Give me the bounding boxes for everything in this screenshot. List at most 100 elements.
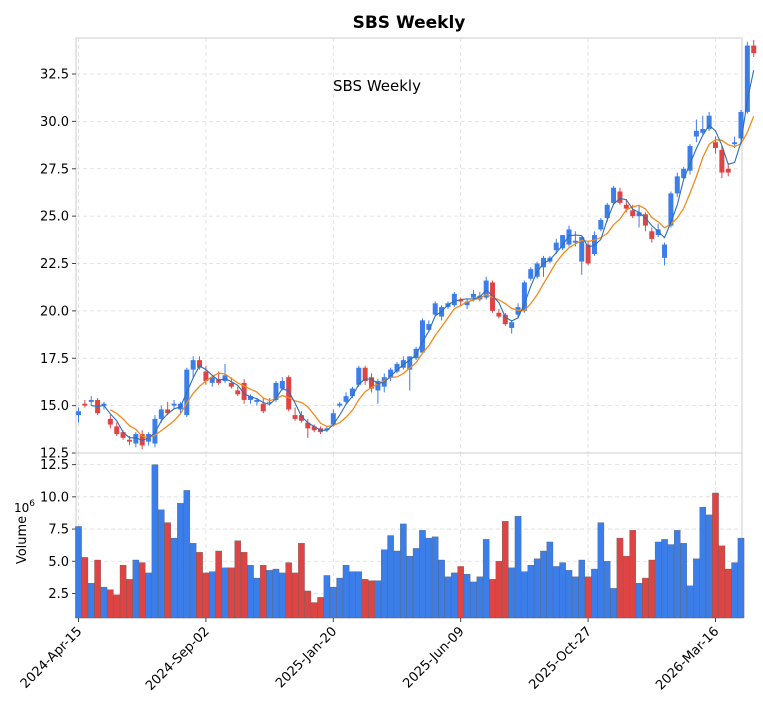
candle-body	[107, 418, 113, 425]
volume-bar	[699, 506, 707, 619]
x-tick-label: 2025-Jun-09	[400, 624, 467, 691]
candle-body	[356, 367, 362, 385]
candle-body	[343, 396, 349, 402]
candle-body	[82, 403, 88, 406]
volume-bar	[508, 567, 515, 619]
price-y-tick-label: 32.5	[40, 68, 69, 83]
x-tick-label: 2026-Mar-16	[653, 624, 722, 693]
volume-bar	[336, 577, 343, 619]
candle-body	[216, 379, 222, 383]
candle-body	[617, 191, 623, 203]
candle-body	[190, 360, 196, 370]
volume-y-axis: 2.5 5.0 7.5 10.0 12.5	[40, 458, 76, 602]
volume-bar	[298, 543, 305, 619]
volume-bar	[132, 559, 140, 619]
price-y-tick-label: 25.0	[40, 210, 69, 225]
candle-body	[171, 403, 177, 406]
volume-bar	[330, 586, 337, 619]
volume-bar	[712, 492, 719, 619]
candle-body	[572, 240, 578, 243]
price-y-tick-label: 30.0	[40, 115, 69, 130]
candle-body	[744, 45, 750, 112]
candle-body	[101, 403, 107, 406]
volume-bar	[674, 530, 681, 619]
candle-body	[636, 212, 642, 217]
candle-body	[655, 229, 661, 236]
price-y-tick-label: 12.5	[40, 447, 69, 462]
candle-body	[375, 380, 381, 391]
candle-body	[254, 399, 260, 402]
candle-body	[719, 149, 725, 173]
volume-bar	[393, 550, 401, 619]
volume-bar	[151, 464, 159, 619]
candle-body	[114, 426, 120, 435]
volume-bar	[489, 579, 496, 619]
candle-body	[681, 168, 687, 179]
volume-bar	[221, 567, 229, 619]
candle-body	[725, 168, 731, 173]
candle-body	[203, 371, 209, 381]
volume-bar	[215, 550, 222, 619]
candle-body	[426, 324, 432, 330]
candle-body	[687, 146, 693, 171]
volume-bar	[87, 583, 95, 619]
candle-body	[502, 314, 508, 325]
volume-bar	[310, 602, 318, 619]
candle-body	[553, 242, 559, 251]
price-y-axis: 12.5 15.0 17.5 20.0 22.5 25.0 27.5 30.0 32.5	[40, 68, 76, 462]
x-tick-label: 2024-Apr-15	[18, 624, 85, 691]
volume-bar	[304, 590, 312, 619]
price-panel-frame	[75, 37, 743, 454]
volume-bar	[158, 509, 165, 619]
price-y-tick-label: 17.5	[40, 352, 69, 367]
volume-y-tick-label: 2.5	[48, 587, 69, 602]
candle-body	[165, 409, 171, 414]
volume-y-tick-label: 7.5	[48, 523, 69, 538]
candle-body	[126, 439, 132, 442]
volume-bar	[272, 568, 280, 619]
volume-bar	[317, 597, 324, 619]
volume-bar	[616, 537, 624, 619]
volume-bar	[527, 564, 535, 619]
candle-body	[566, 229, 572, 245]
candle-body	[579, 236, 585, 262]
candle-body	[139, 434, 145, 446]
candle-body	[458, 299, 464, 302]
volume-bar	[603, 561, 611, 619]
candle-body	[400, 360, 406, 368]
candle-body	[337, 403, 343, 406]
candle-body	[432, 303, 438, 315]
candle-body	[292, 415, 298, 419]
candle-body	[674, 176, 680, 194]
candle-body	[419, 320, 425, 353]
volume-bar	[572, 576, 579, 619]
volume-bar	[400, 523, 407, 619]
candle-body	[298, 415, 304, 421]
candle-body	[642, 214, 648, 226]
volume-axis-label: Volume	[15, 516, 30, 564]
volume-bar	[138, 562, 146, 619]
candle-body	[273, 382, 279, 400]
volume-bar	[119, 564, 127, 619]
volume-bar	[126, 579, 133, 619]
volume-bar	[584, 576, 592, 619]
candle-body	[197, 360, 203, 368]
volume-exponent-base: 10	[14, 501, 29, 515]
volume-bar	[349, 571, 356, 619]
volume-bar	[368, 580, 375, 619]
candle-body	[88, 399, 94, 402]
volume-bar	[240, 552, 248, 619]
price-y-tick-label: 22.5	[40, 257, 69, 272]
volume-bar	[629, 530, 636, 619]
candle-body	[598, 219, 604, 230]
volume-bar	[145, 572, 152, 619]
volume-bar	[559, 562, 566, 619]
candle-body	[515, 307, 521, 315]
candle-body	[388, 369, 394, 378]
volume-bar	[451, 572, 458, 619]
volume-bar	[705, 514, 713, 619]
volume-bar	[107, 589, 114, 619]
candle-body	[228, 382, 234, 387]
volume-bar	[419, 530, 426, 619]
candle-body	[470, 293, 476, 298]
